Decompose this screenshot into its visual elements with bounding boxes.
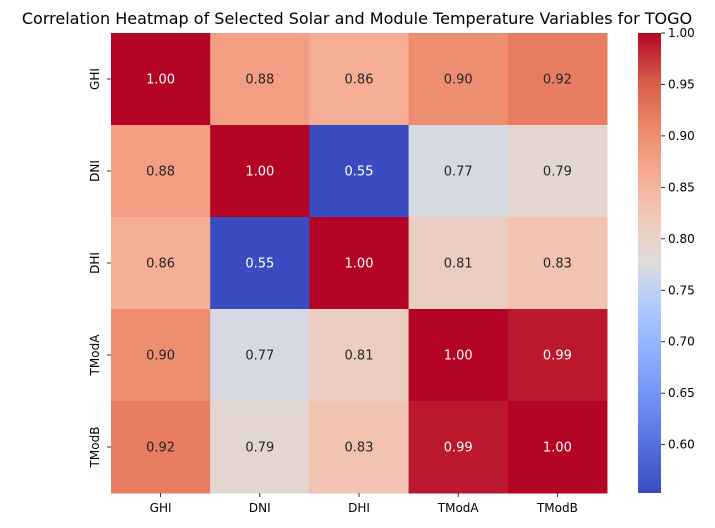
heatmap-cell-r3-c1 (210, 309, 310, 402)
heatmap-cell-r3-c2 (309, 309, 410, 402)
heatmap-grid: 1.00 0.88 0.86 0.90 0.92 0.88 1.00 0.55 0.77 0.79… (111, 33, 608, 494)
heatmap-cell-r0-c0 (111, 33, 211, 126)
cell-value-label: 1.00 (345, 257, 374, 272)
heatmap-cell-r1-c4 (507, 125, 608, 218)
colorbar-tick-label: 0.90 (668, 129, 695, 143)
x-tick-label: GHI (150, 501, 172, 515)
heatmap-cell-r0-c1 (210, 33, 310, 126)
cell-value-label: 1.00 (543, 441, 572, 456)
cell-value-label: 1.00 (444, 349, 473, 364)
heatmap-cell-r0-c3 (408, 33, 509, 126)
cell-value-label: 0.83 (543, 257, 572, 272)
x-tick-label: DNI (249, 501, 271, 515)
heatmap-cell-r2-c4 (507, 217, 608, 310)
cell-value-label: 0.99 (543, 349, 572, 364)
colorbar-tick-label: 0.60 (668, 438, 695, 452)
heatmap-cell-r3-c4 (507, 309, 608, 402)
cell-value-label: 1.00 (245, 165, 274, 180)
heatmap-cell-r2-c2 (309, 217, 410, 310)
heatmap-cell-r1-c2 (309, 125, 410, 218)
colorbar-tick-label: 0.80 (668, 232, 695, 246)
cell-value-label: 0.90 (444, 73, 473, 88)
heatmap-cell-r4-c2 (309, 401, 410, 494)
cell-value-label: 0.55 (245, 257, 274, 272)
heatmap-cell-r3-c3 (408, 309, 509, 402)
cell-value-label: 0.79 (245, 441, 274, 456)
colorbar-tick-label: 0.85 (668, 180, 695, 194)
colorbar-tick-label: 0.95 (668, 77, 695, 91)
heatmap-cell-r4-c0 (111, 401, 211, 494)
cell-value-label: 0.81 (444, 257, 473, 272)
heatmap-cell-r1-c0 (111, 125, 211, 218)
cell-value-label: 0.88 (146, 165, 175, 180)
cell-value-label: 0.90 (146, 349, 175, 364)
cell-value-label: 0.86 (345, 73, 374, 88)
heatmap-cell-r1-c1 (210, 125, 310, 218)
x-tick-label: DHI (348, 501, 370, 515)
colorbar-tick-label: 0.75 (668, 283, 695, 297)
cell-value-label: 0.99 (444, 441, 473, 456)
cell-value-label: 0.81 (345, 349, 374, 364)
y-tick-label: TModB (88, 427, 102, 469)
cell-value-label: 1.00 (146, 73, 175, 88)
colorbar: 0.60 0.65 0.70 0.75 0.80 0.85 0.90 0.95 1.00 (638, 26, 695, 493)
cell-value-label: 0.88 (245, 73, 274, 88)
heatmap-cell-r0-c2 (309, 33, 410, 126)
heatmap-cell-r2-c0 (111, 217, 211, 310)
cell-value-label: 0.79 (543, 165, 572, 180)
cell-value-label: 0.55 (345, 165, 374, 180)
cell-value-label: 0.86 (146, 257, 175, 272)
heatmap-cell-r2-c3 (408, 217, 509, 310)
cell-value-label: 0.77 (245, 349, 274, 364)
cell-value-label: 0.92 (146, 441, 175, 456)
x-axis: GHI DNI DHI TModA TModB (150, 493, 578, 515)
y-tick-label: GHI (88, 68, 102, 90)
y-tick-label: TModA (88, 334, 102, 377)
chart-title: Correlation Heatmap of Selected Solar an… (22, 9, 692, 28)
y-tick-label: DNI (88, 160, 102, 182)
heatmap-cell-r3-c0 (111, 309, 211, 402)
cell-value-label: 0.92 (543, 73, 572, 88)
y-tick-label: DHI (88, 252, 102, 274)
y-axis: GHI DNI DHI TModA TModB (88, 68, 111, 468)
colorbar-gradient (638, 33, 661, 493)
x-tick-label: TModA (437, 501, 480, 515)
heatmap-cell-r2-c1 (210, 217, 310, 310)
x-tick-label: TModB (536, 501, 578, 515)
colorbar-tick-label: 0.70 (668, 335, 695, 349)
heatmap-cell-r1-c3 (408, 125, 509, 218)
cell-value-label: 0.83 (345, 441, 374, 456)
heatmap-cell-r0-c4 (507, 33, 608, 126)
colorbar-tick-label: 1.00 (668, 26, 695, 40)
heatmap-cell-r4-c1 (210, 401, 310, 494)
heatmap-cell-r4-c3 (408, 401, 509, 494)
heatmap-cell-r4-c4 (507, 401, 608, 494)
cell-value-label: 0.77 (444, 165, 473, 180)
colorbar-tick-label: 0.65 (668, 386, 695, 400)
